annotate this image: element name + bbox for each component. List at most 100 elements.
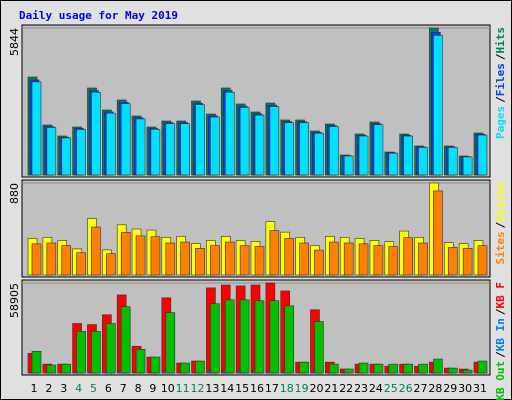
bar — [314, 132, 324, 176]
bar — [61, 245, 72, 276]
legend-separator: / — [494, 53, 507, 60]
x-tick-label: 2 — [45, 382, 52, 395]
bar — [76, 331, 86, 374]
legend-separator: / — [494, 308, 507, 315]
legend-entry: Hits — [494, 27, 507, 54]
bar — [314, 249, 324, 276]
legend-entry: Visits — [494, 182, 507, 222]
x-tick-label: 5 — [90, 382, 97, 395]
bar — [165, 123, 176, 176]
bar — [403, 237, 413, 276]
bar — [343, 242, 354, 276]
bar — [477, 360, 488, 374]
bar — [135, 118, 146, 176]
x-tick-label: 23 — [354, 382, 368, 395]
bar — [239, 245, 250, 276]
legend-entry: KB F — [494, 282, 507, 309]
bar — [180, 123, 190, 176]
bar — [388, 152, 399, 176]
bar — [254, 246, 265, 276]
bar — [239, 299, 250, 374]
bar — [269, 106, 280, 176]
bar — [120, 306, 131, 374]
x-tick-label: 15 — [235, 382, 249, 395]
bar — [224, 299, 235, 374]
bar — [224, 241, 235, 276]
bar — [76, 252, 86, 276]
bar — [329, 363, 339, 374]
bar — [329, 241, 339, 276]
x-tick-label: 12 — [191, 382, 205, 395]
x-tick-label: 1 — [31, 382, 38, 395]
x-tick-label: 7 — [120, 382, 127, 395]
legend-entry: KB In — [494, 318, 507, 351]
legend: Sites /Visits — [494, 182, 507, 265]
bar — [180, 241, 190, 276]
bar — [150, 129, 161, 176]
bar — [462, 369, 473, 374]
bar — [210, 245, 220, 276]
bar — [477, 134, 488, 176]
bar — [358, 135, 369, 176]
x-tick-label: 22 — [339, 382, 353, 395]
bar — [61, 137, 72, 176]
bar — [373, 245, 384, 276]
x-tick-label: 3 — [60, 382, 67, 395]
x-tick-label: 9 — [149, 382, 156, 395]
bar — [433, 35, 443, 176]
legend: Pages/Files/Hits — [494, 27, 507, 139]
bar — [284, 122, 295, 176]
x-tick-label: 28 — [428, 382, 442, 395]
bar — [165, 312, 176, 374]
bar — [373, 363, 384, 374]
bar — [447, 367, 458, 374]
x-tick-label: 4 — [75, 382, 82, 395]
bar — [165, 242, 176, 276]
bar — [135, 349, 146, 374]
bar — [462, 156, 473, 176]
bar — [106, 112, 116, 176]
bar — [46, 364, 57, 374]
x-tick-label: 16 — [250, 382, 264, 395]
bar — [343, 368, 354, 374]
bar — [343, 155, 354, 176]
x-tick-label: 20 — [309, 382, 323, 395]
bar — [329, 126, 339, 176]
bar — [388, 246, 399, 276]
bar — [418, 242, 428, 276]
chart-title: Daily usage for May 2019 — [19, 9, 178, 22]
bar — [195, 248, 205, 276]
bar — [46, 242, 57, 276]
bar — [314, 321, 324, 374]
x-tick-label: 8 — [135, 382, 142, 395]
x-tick-label: 18 — [280, 382, 294, 395]
bar — [210, 303, 220, 374]
bar — [403, 135, 413, 176]
x-tick-label: 25 — [384, 382, 398, 395]
bar — [418, 147, 428, 176]
bar — [403, 363, 413, 374]
bar — [61, 363, 72, 374]
bar — [91, 226, 101, 276]
bar — [106, 323, 116, 374]
bar — [150, 356, 161, 374]
x-tick-label: 24 — [369, 382, 383, 395]
bar — [284, 305, 295, 374]
x-tick-label: 17 — [265, 382, 279, 395]
bar — [120, 103, 131, 176]
bar — [180, 362, 190, 374]
bar — [91, 92, 101, 176]
x-tick-label: 31 — [473, 382, 487, 395]
bar — [31, 81, 42, 176]
bar — [224, 92, 235, 176]
x-tick-label: 30 — [458, 382, 472, 395]
bar — [418, 363, 428, 374]
bar — [358, 362, 369, 374]
x-tick-label: 11 — [176, 382, 190, 395]
bar — [31, 351, 42, 374]
x-tick-label: 10 — [161, 382, 175, 395]
bar — [91, 331, 101, 374]
bar — [284, 238, 295, 276]
y-max-label: 880 — [8, 183, 21, 204]
